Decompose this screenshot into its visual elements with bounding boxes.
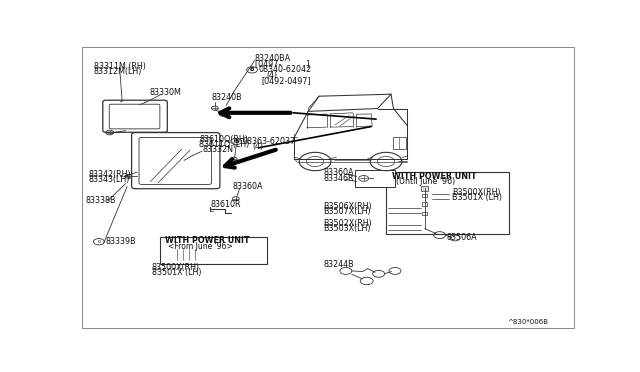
Text: 83610R: 83610R [211,200,241,209]
Text: <From June '96>: <From June '96> [168,241,233,250]
Text: B3502X(RH): B3502X(RH) [323,219,372,228]
Text: 83342(RH): 83342(RH) [89,170,132,179]
Bar [212,251,217,258]
Bar [161,237,267,264]
Text: B: B [234,139,239,144]
Text: 83343(LH): 83343(LH) [89,175,131,184]
Text: 83244B: 83244B [323,260,354,269]
FancyBboxPatch shape [103,100,167,132]
Text: (4): (4) [266,71,277,80]
Bar [172,249,212,260]
Text: 83332N: 83332N [202,145,233,154]
Text: 83240BA: 83240BA [255,54,291,64]
Bar [172,258,212,260]
Text: (4): (4) [253,142,264,151]
Text: 83330M: 83330M [150,88,181,97]
Bar [355,170,395,187]
Text: 08363-62037: 08363-62037 [243,137,296,146]
Text: 83610Q(RH): 83610Q(RH) [199,135,248,144]
Bar [374,181,381,183]
Text: 08340-62042: 08340-62042 [259,65,312,74]
Text: B3501X (LH): B3501X (LH) [452,193,502,202]
Text: 83240B: 83240B [211,93,242,102]
FancyBboxPatch shape [132,132,220,189]
Text: WITH POWER UNIT: WITH POWER UNIT [165,236,250,246]
Text: o: o [97,239,100,244]
Text: 83506A: 83506A [446,234,477,243]
Bar [422,212,428,215]
Text: 83500X(RH): 83500X(RH) [152,263,200,272]
Text: B3506X(RH): B3506X(RH) [323,202,372,211]
Text: [0497-          ]: [0497- ] [255,60,309,68]
Text: 83611Q (LH): 83611Q (LH) [199,140,250,149]
Text: 83501X (LH): 83501X (LH) [152,268,202,277]
Text: ^830*006B: ^830*006B [508,319,548,325]
Text: 83346R: 83346R [323,174,353,183]
Bar [167,251,172,258]
Bar [372,175,383,182]
Text: 83360A: 83360A [233,182,263,191]
Text: 83311M (RH): 83311M (RH) [94,62,146,71]
Text: 83339B: 83339B [106,237,136,246]
Text: (Until June '96): (Until June '96) [396,177,456,186]
FancyBboxPatch shape [139,137,211,185]
Text: B3503X(LH): B3503X(LH) [323,224,371,233]
Text: B3500X(RH): B3500X(RH) [452,188,500,197]
Bar [422,193,428,197]
Bar [421,186,428,191]
Text: B3507X(LH): B3507X(LH) [323,207,371,216]
Text: B: B [250,67,254,72]
Bar [386,172,509,234]
Text: [0492-0497]: [0492-0497] [261,76,311,85]
Bar [172,249,212,251]
Text: 83312M(LH): 83312M(LH) [94,67,142,76]
Text: WITH POWER UNIT: WITH POWER UNIT [392,172,477,181]
FancyBboxPatch shape [109,104,160,129]
Bar [422,202,428,206]
Text: 83360A: 83360A [323,169,353,177]
Text: 83338B: 83338B [86,196,116,205]
